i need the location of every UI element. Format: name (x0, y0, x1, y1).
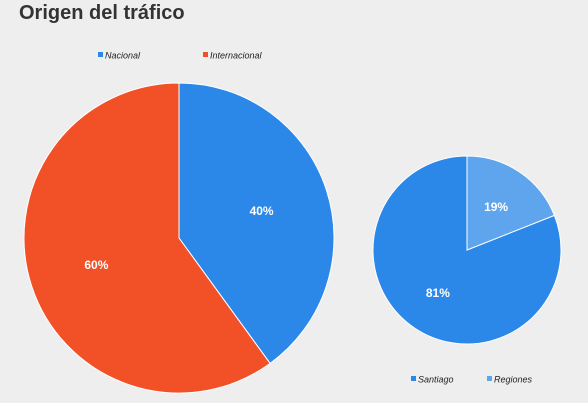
legend-label-nacional: Nacional (105, 50, 141, 60)
legend-label-regiones: Regiones (494, 374, 533, 384)
legend-swatch-regiones (487, 376, 492, 381)
pie-chart-national-breakdown: 81% 19% Santiago Regiones (372, 155, 562, 384)
legend-swatch-santiago (411, 376, 416, 381)
slice-label-internacional: 60% (84, 258, 108, 272)
slice-label-regiones: 19% (484, 200, 508, 214)
legend-label-santiago: Santiago (418, 374, 454, 384)
legend-label-internacional: Internacional (210, 50, 263, 60)
slice-label-santiago: 81% (426, 286, 450, 300)
legend-swatch-nacional (98, 52, 103, 57)
pie-slice-internacional (23, 82, 271, 394)
legend-swatch-internacional (203, 52, 208, 57)
pie-slice-nacional (178, 82, 335, 365)
chart-title: Origen del tráfico (19, 2, 185, 24)
pie-slice-regiones (466, 155, 556, 251)
pie-chart-origin: 40% 60% Nacional Internacional (23, 50, 335, 394)
slice-label-nacional: 40% (250, 204, 274, 218)
